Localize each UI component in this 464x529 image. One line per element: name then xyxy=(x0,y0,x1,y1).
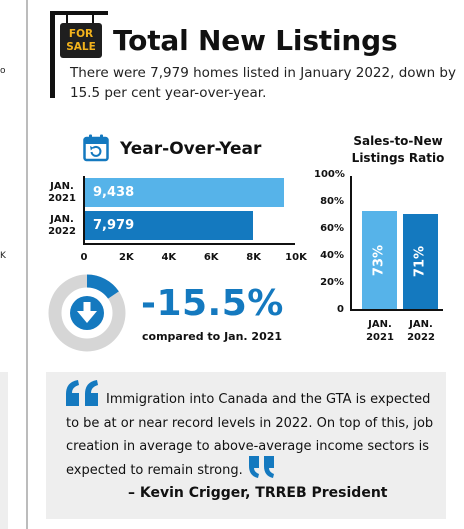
sign-hook xyxy=(66,15,68,23)
quote-panel xyxy=(46,372,446,519)
vbar-data-label: 73% xyxy=(371,244,387,276)
for-sale-sign-icon: FOR SALE xyxy=(60,23,102,58)
sign-post-arm xyxy=(50,11,108,15)
vbar xyxy=(362,211,397,310)
y-tick-label: 0 xyxy=(337,304,344,315)
x-tick-label: 10K xyxy=(285,252,307,263)
yoy-title: Year-Over-Year xyxy=(120,139,262,159)
x-tick-label: 2K xyxy=(119,252,134,263)
y-tick-label: 60% xyxy=(320,223,344,234)
y-tick-label: 20% xyxy=(320,277,344,288)
ratio-title-line: Sales-to-New xyxy=(353,134,443,148)
ratio-chart-y-axis xyxy=(350,176,352,310)
page-subtitle: There were 7,979 homes listed in January… xyxy=(70,65,456,101)
donut-change-slice xyxy=(86,274,119,300)
hbar: 7,979 xyxy=(84,211,254,240)
ratio-chart-x-axis xyxy=(350,309,443,311)
open-quote-icon xyxy=(66,380,98,406)
yoy-chart-x-axis xyxy=(83,243,295,245)
page-title: Total New Listings xyxy=(113,24,398,57)
sign-hook xyxy=(92,15,94,23)
bar-category-label: JAN. 2021 xyxy=(48,181,76,204)
x-tick-label: 0 xyxy=(80,252,88,263)
calendar-refresh-icon xyxy=(83,134,109,162)
vbar-data-label: 71% xyxy=(412,246,428,278)
yoy-chart-y-axis xyxy=(83,176,85,244)
close-quote-icon xyxy=(249,456,274,478)
quote-text: Immigration into Canada and the GTA is e… xyxy=(66,392,434,478)
yoy-change-caption: compared to Jan. 2021 xyxy=(142,330,283,343)
left-column-fragment: o xyxy=(0,66,6,76)
y-tick-label: 80% xyxy=(320,196,344,207)
bar-category-label: JAN. 2021 xyxy=(366,319,394,343)
left-column-panel xyxy=(0,372,8,529)
x-tick-label: 6K xyxy=(203,252,219,263)
bar-category-label: JAN. 2022 xyxy=(48,214,76,237)
ratio-chart-title: Sales-to-New Listings Ratio xyxy=(340,133,456,167)
sign-post-icon xyxy=(50,11,55,98)
y-tick-label: 100% xyxy=(314,169,345,180)
x-tick-label: 4K xyxy=(161,252,177,263)
column-divider xyxy=(26,0,28,529)
y-tick-label: 40% xyxy=(320,250,344,261)
vbar xyxy=(403,214,438,310)
left-column-fragment: K xyxy=(0,251,6,261)
ratio-title-line: Listings Ratio xyxy=(351,151,445,165)
x-tick-label: 8K xyxy=(246,252,261,263)
bar-category-label: JAN. 2022 xyxy=(407,319,435,343)
quote-author: – Kevin Crigger, TRREB President xyxy=(128,485,388,501)
yoy-change-value: -15.5% xyxy=(141,283,284,324)
change-donut-chart xyxy=(48,274,126,352)
hbar: 9,438 xyxy=(84,178,285,207)
sign-text: FOR xyxy=(68,27,94,40)
sign-text: SALE xyxy=(66,40,96,53)
